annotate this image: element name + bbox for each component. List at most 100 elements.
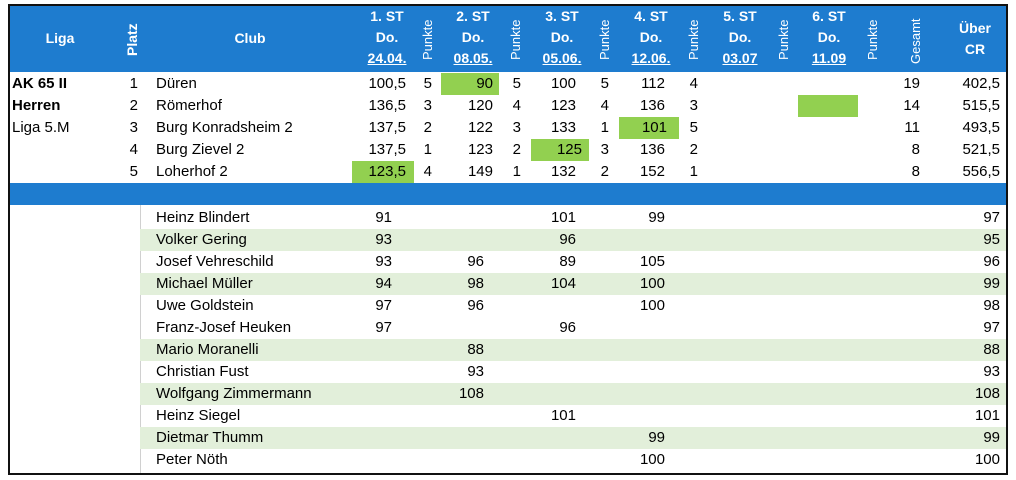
score-st3: 132: [550, 163, 576, 180]
player-score-st4: [619, 405, 665, 427]
player-name: Dietmar Thumm: [156, 429, 264, 446]
player-score-st3: [530, 361, 576, 383]
header-punkte-2: Punkte: [508, 19, 523, 60]
player-score-st2: [440, 427, 484, 449]
points-st4: 5: [689, 119, 698, 136]
header-punkte-5: Punkte: [776, 19, 791, 60]
score-st1: 137,5: [368, 119, 406, 136]
player-score-st3: [530, 339, 576, 361]
player-score-st2: 96: [467, 253, 484, 270]
player-score-st4: [619, 229, 665, 251]
player-cr: 96: [983, 253, 1000, 270]
header-punkte-1: Punkte: [420, 19, 435, 60]
points-st1: 2: [423, 119, 432, 136]
player-row: Heinz Siegel 101 101: [140, 405, 1006, 427]
player-cr: 97: [983, 209, 1000, 226]
score-st3: 133: [550, 119, 576, 136]
points-st4: 4: [689, 75, 698, 92]
player-score-st3: [530, 449, 576, 471]
player-name: Heinz Blindert: [156, 209, 250, 226]
player-cr: 99: [983, 429, 1000, 446]
points-st1: 4: [423, 163, 432, 180]
player-row: Mario Moranelli 88 88: [140, 339, 1006, 361]
platz: 3: [129, 119, 138, 136]
player-cr: 88: [983, 341, 1000, 358]
points-st4: 2: [689, 141, 698, 158]
points-st1: 3: [423, 97, 432, 114]
player-score-st4: [619, 361, 665, 383]
player-name: Michael Müller: [156, 275, 253, 292]
points-st3: 5: [600, 75, 609, 92]
club-name: Römerhof: [156, 97, 222, 114]
header-ueber-cr: Über CR: [959, 20, 991, 57]
header-st5: 5. ST Do. 03.07: [722, 8, 758, 66]
player-score-st4: [619, 383, 665, 405]
points-st1: 1: [423, 141, 432, 158]
player-score-st1: [352, 449, 392, 471]
player-cr: 108: [974, 385, 1000, 402]
player-cr: 99: [983, 275, 1000, 292]
liga-label: Liga 5.M: [12, 119, 70, 136]
player-row: Heinz Blindert 91 101 99 97: [140, 207, 1006, 229]
gesamt: 19: [903, 75, 920, 92]
player-cr: 100: [974, 451, 1000, 468]
player-score-st2: [440, 317, 484, 339]
header-st6: 6. ST Do. 11.09: [811, 8, 847, 66]
player-row: Uwe Goldstein 97 96 100 98: [140, 295, 1006, 317]
header-platz: Platz: [124, 23, 140, 56]
points-st3: 3: [600, 141, 609, 158]
points-st4: 1: [689, 163, 698, 180]
score-st3: 125: [531, 139, 589, 161]
player-score-st4: 99: [648, 209, 665, 226]
player-score-st1: [352, 405, 392, 427]
player-score-st2: 108: [458, 385, 484, 402]
player-score-st4: 99: [648, 429, 665, 446]
points-st2: 4: [512, 97, 521, 114]
points-st3: 4: [600, 97, 609, 114]
player-score-st2: 88: [467, 341, 484, 358]
player-name: Christian Fust: [156, 363, 249, 380]
player-score-st2: [440, 207, 484, 229]
club-name: Burg Konradsheim 2: [156, 119, 293, 136]
player-score-st1: 97: [375, 319, 392, 336]
score-st4: 112: [641, 75, 665, 92]
player-score-st1: 93: [375, 253, 392, 270]
player-score-st4: 100: [639, 275, 665, 292]
team-row: Herren 2 Römerhof 136,5 3 120 4 123 4 13…: [10, 95, 1006, 117]
points-st2: 1: [512, 163, 521, 180]
player-score-st3: [530, 295, 576, 317]
player-row: Christian Fust 93 93: [140, 361, 1006, 383]
highlight-st6: [798, 95, 858, 117]
cr-value: 493,5: [962, 119, 1000, 136]
header-st2: 2. ST Do. 08.05.: [453, 8, 493, 66]
player-score-st2: [440, 405, 484, 427]
player-score-st2: [440, 229, 484, 251]
player-score-st3: 101: [550, 407, 576, 424]
player-score-st2: 93: [467, 363, 484, 380]
club-name: Loherhof 2: [156, 163, 228, 180]
player-name: Mario Moranelli: [156, 341, 259, 358]
score-st2: 149: [467, 163, 493, 180]
gesamt: 8: [911, 141, 920, 158]
player-score-st3: 101: [550, 209, 576, 226]
player-score-st4: 100: [639, 297, 665, 314]
player-score-st3: 89: [559, 253, 576, 270]
header-st3: 3. ST Do. 05.06.: [542, 8, 582, 66]
points-st3: 2: [600, 163, 609, 180]
club-name: Burg Zievel 2: [156, 141, 245, 158]
player-row: Franz-Josef Heuken 97 96 97: [140, 317, 1006, 339]
score-st3: 123: [550, 97, 576, 114]
player-name: Wolfgang Zimmermann: [156, 385, 312, 402]
liga-label: Herren: [12, 97, 61, 114]
score-st4: 136: [639, 97, 665, 114]
player-row: Peter Nöth 100 100: [140, 449, 1006, 471]
section-divider: [10, 183, 1006, 205]
header-punkte-4: Punkte: [686, 19, 701, 60]
player-score-st1: [352, 361, 392, 383]
player-score-st1: [352, 383, 392, 405]
results-sheet: Liga Platz Club 1. ST Do. 24.04. Punkte 2.…: [8, 4, 1008, 475]
club-name: Düren: [156, 75, 197, 92]
gesamt: 11: [904, 119, 920, 136]
platz: 2: [129, 97, 138, 114]
player-row: Volker Gering 93 96 95: [140, 229, 1006, 251]
